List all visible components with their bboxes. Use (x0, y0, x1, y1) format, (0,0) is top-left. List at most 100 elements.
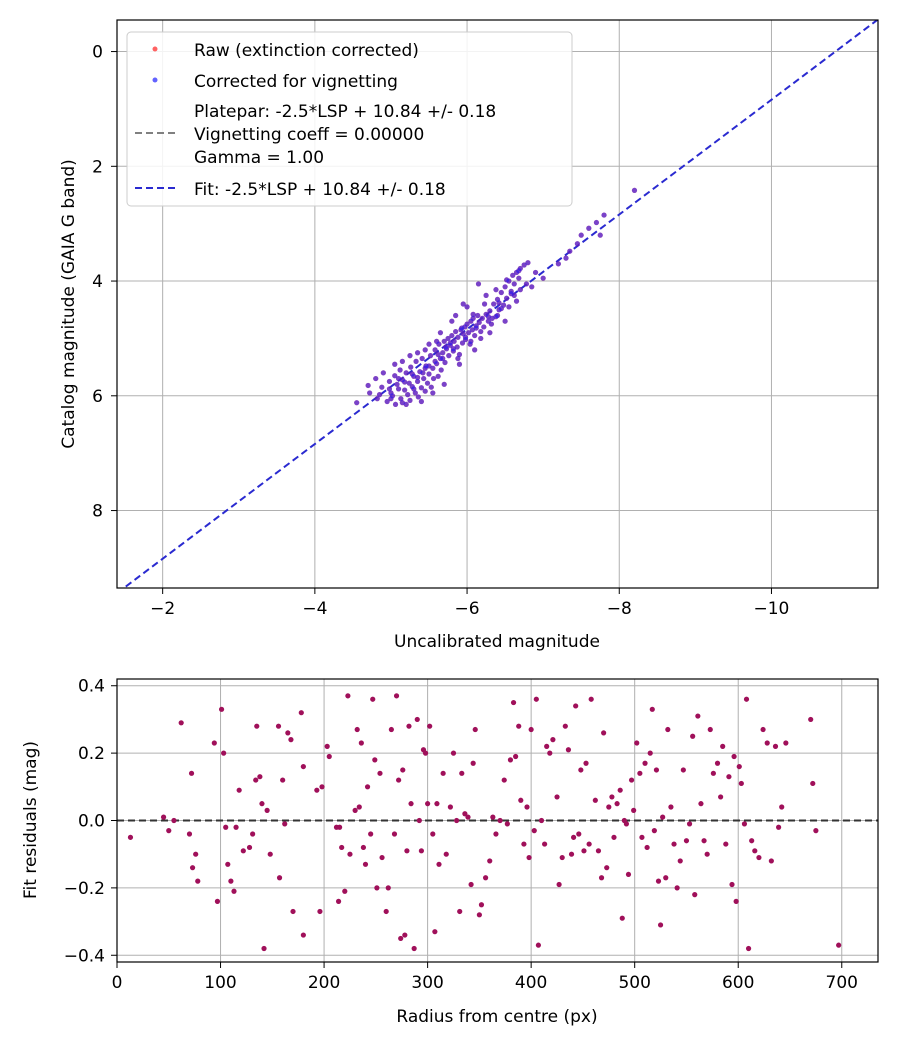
corrected-point (395, 386, 402, 392)
residual-point (768, 858, 774, 864)
residual-point (443, 851, 449, 857)
residual-point (225, 861, 231, 867)
bottom-x-tick-label: 600 (722, 973, 754, 993)
corrected-point (418, 398, 424, 405)
residual-point (404, 848, 410, 854)
residual-point (319, 784, 325, 790)
corrected-point (414, 350, 421, 356)
top-points (354, 187, 638, 408)
residual-point (655, 878, 662, 884)
corrected-point (516, 275, 522, 281)
residual-point (324, 743, 330, 749)
residual-point (335, 898, 342, 904)
corrected-point (408, 364, 414, 370)
corrected-point (475, 281, 482, 287)
residual-point (668, 804, 674, 810)
residual-point (290, 908, 296, 915)
residual-point (760, 726, 766, 733)
residual-point (385, 885, 391, 891)
corrected-point (453, 328, 459, 335)
corrected-point (455, 355, 461, 362)
corrected-point (487, 330, 493, 336)
corrected-point (485, 314, 491, 320)
corrected-point (555, 261, 561, 267)
corrected-point (631, 187, 638, 193)
residual-point (631, 807, 637, 813)
residual-point (720, 743, 726, 749)
residual-point (223, 824, 229, 830)
bottom-panel: 0 100 200 300 400 500 600 700 0.4 0.2 0.0 −0.2 −0.4… (21, 677, 879, 1027)
residual-point (731, 753, 737, 760)
corrected-point (409, 371, 415, 377)
corrected-point (498, 305, 504, 312)
corrected-point (464, 304, 470, 310)
corrected-point (432, 347, 438, 353)
corrected-point (354, 400, 360, 406)
residual-point (432, 929, 438, 935)
residual-point (337, 824, 343, 830)
residual-point (454, 817, 460, 824)
corrected-point (464, 321, 470, 327)
corrected-point (493, 287, 499, 293)
residual-point (601, 730, 607, 736)
residual-point (639, 834, 645, 840)
bottom-y-ticks: 0.4 0.2 0.0 −0.2 −0.4 (64, 677, 117, 966)
residual-point (393, 693, 400, 699)
corrected-point (438, 367, 444, 373)
residual-point (388, 726, 394, 733)
corrected-point (532, 269, 539, 276)
residual-point (588, 696, 594, 702)
residual-point (526, 854, 532, 861)
residual-point (544, 743, 550, 749)
bottom-x-tick-label: 300 (411, 973, 443, 993)
residual-point (533, 696, 539, 702)
bottom-x-tick-label: 100 (204, 973, 236, 993)
legend-marker-raw (152, 46, 158, 52)
residual-point (573, 703, 579, 709)
bottom-x-tick-label: 200 (308, 973, 340, 993)
corrected-point (513, 298, 520, 304)
residual-point (741, 821, 748, 827)
residual-point (578, 767, 584, 773)
residual-point (634, 740, 640, 746)
residual-point (692, 892, 698, 898)
corrected-point (395, 375, 402, 382)
corrected-point (430, 375, 437, 382)
residual-point (836, 942, 842, 948)
residual-point (383, 908, 389, 915)
bottom-x-tick-label: 0 (112, 973, 123, 993)
residual-point (300, 763, 306, 770)
top-y-tick-label: 8 (92, 502, 103, 522)
residual-point (370, 696, 376, 702)
residual-point (254, 723, 260, 729)
residual-point (482, 875, 489, 881)
corrected-point (437, 330, 444, 336)
corrected-point (506, 304, 512, 310)
top-x-tick-label: −8 (607, 599, 632, 619)
top-panel: −2 −4 −6 −8 −10 0 2 4 6 8 Uncalibrated magnitude… (59, 19, 879, 652)
residual-point (236, 787, 242, 793)
corrected-point (586, 225, 592, 231)
residual-point (642, 760, 648, 766)
residual-point (745, 945, 752, 952)
corrected-point (470, 315, 476, 321)
corrected-point (426, 363, 432, 369)
residual-point (776, 824, 782, 830)
residual-point (465, 814, 471, 820)
residual-point (644, 844, 650, 851)
residual-point (364, 784, 371, 790)
residual-point (317, 908, 323, 915)
residual-point (625, 871, 632, 878)
residual-point (710, 770, 716, 776)
corrected-point (529, 284, 535, 290)
residual-point (171, 817, 177, 824)
corrected-point (418, 385, 424, 391)
residual-point (178, 720, 184, 726)
corrected-point (563, 255, 569, 261)
corrected-point (386, 386, 393, 392)
residual-point (628, 777, 635, 783)
residual-point (298, 710, 304, 716)
residual-point (554, 794, 560, 800)
residual-point (704, 851, 710, 857)
corrected-point (430, 390, 436, 396)
